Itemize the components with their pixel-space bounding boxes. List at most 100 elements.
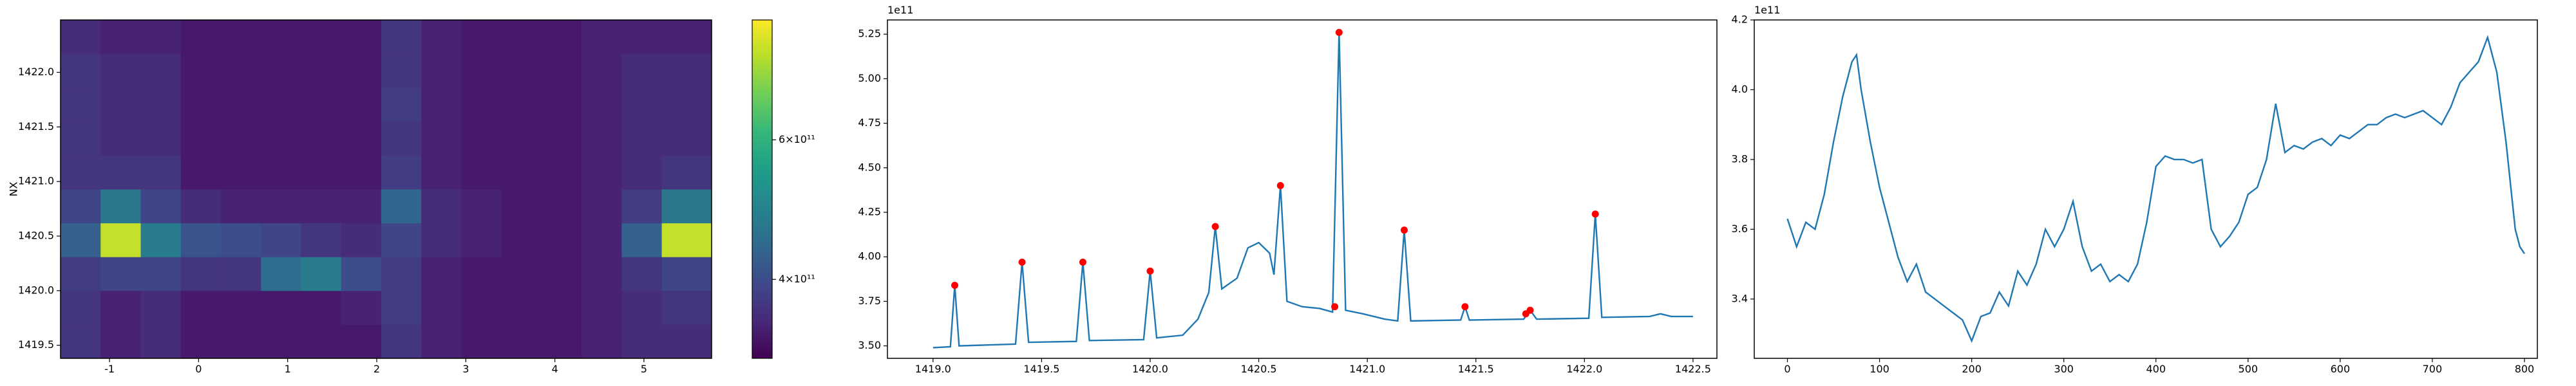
heatmap-cell — [341, 223, 382, 257]
peak-marker — [1079, 259, 1086, 266]
peak-marker — [951, 281, 959, 289]
heatmap-cell — [461, 53, 502, 88]
heatmap-cell — [261, 87, 301, 122]
x-tick-label: 600 — [2331, 363, 2351, 375]
x-tick-label: 0 — [1784, 363, 1790, 375]
colorbar-tick-label: 6×10¹¹ — [779, 133, 815, 145]
heatmap-cell — [621, 324, 663, 359]
x-tick-label: 1 — [285, 363, 291, 375]
heatmap-cell — [140, 53, 182, 88]
y-tick-label: 4.00 — [858, 250, 881, 262]
y-tick-label: 1421.0 — [18, 175, 54, 187]
heatmap-cell — [582, 257, 622, 291]
heatmap-cell — [381, 189, 422, 224]
x-tick-label: 4 — [551, 363, 558, 375]
heatmap-cell — [421, 324, 462, 359]
y-axis-label: NX — [8, 182, 20, 197]
heatmap-cell — [621, 53, 663, 88]
peak-marker — [1211, 223, 1219, 230]
heatmap-cell — [381, 257, 422, 291]
heatmap-cell — [501, 223, 542, 257]
heatmap-cell — [501, 53, 542, 88]
x-tick-label: 1422.0 — [1566, 363, 1602, 375]
heatmap-cell — [180, 324, 222, 359]
peak-marker — [1331, 303, 1339, 311]
heatmap-cell — [301, 189, 342, 224]
heatmap-cell — [61, 324, 101, 359]
x-tick-label: 1420.0 — [1132, 363, 1168, 375]
heatmap-cell — [421, 87, 462, 122]
heatmap-cell — [461, 121, 502, 156]
heatmap-cell — [381, 324, 422, 359]
heatmap-cell — [341, 290, 382, 325]
heatmap-cell — [140, 324, 182, 359]
heatmap-cell — [180, 121, 222, 156]
heatmap-cell — [140, 257, 182, 291]
y-tick-label: 4.50 — [858, 161, 881, 173]
heatmap-cell — [501, 257, 542, 291]
heatmap-cell — [220, 20, 261, 55]
heatmap-cell — [461, 223, 502, 257]
heatmap-cell — [220, 257, 261, 291]
x-tick-label: 100 — [1870, 363, 1889, 375]
heatmap-cell — [301, 155, 342, 190]
heatmap-cell — [661, 257, 712, 291]
colorbar-tick-label: 4×10¹¹ — [779, 273, 815, 285]
heatmap-cell — [100, 189, 141, 224]
x-tick-label: 200 — [1962, 363, 1982, 375]
heatmap-cell — [661, 121, 712, 156]
heatmap-cell — [661, 87, 712, 122]
heatmap-cell — [61, 87, 101, 122]
heatmap-cell — [501, 87, 542, 122]
x-tick-label: 300 — [2054, 363, 2074, 375]
heatmap-cell — [100, 223, 141, 257]
heatmap-cell — [180, 257, 222, 291]
heatmap-cell — [501, 121, 542, 156]
y-tick-label: 3.6 — [1732, 223, 1748, 235]
heatmap-cell — [140, 87, 182, 122]
heatmap-cell — [301, 324, 342, 359]
heatmap-cell — [341, 189, 382, 224]
heatmap-cell — [421, 290, 462, 325]
heatmap-cell — [301, 223, 342, 257]
heatmap-cell — [582, 290, 622, 325]
heatmap-cell — [621, 155, 663, 190]
x-tick-label: 800 — [2515, 363, 2535, 375]
y-tick-label: 1420.0 — [18, 284, 54, 296]
plot-background — [1754, 20, 2537, 358]
axes-frame — [60, 19, 712, 359]
heatmap-cell — [541, 121, 582, 156]
heatmap-cell — [61, 155, 101, 190]
heatmap-cell — [100, 87, 141, 122]
heatmap-cell — [541, 257, 582, 291]
heatmap-cell — [341, 324, 382, 359]
heatmap-cell — [381, 87, 422, 122]
heatmap-cell — [61, 20, 101, 55]
heatmap-cell — [501, 155, 542, 190]
heatmap-cell — [341, 53, 382, 88]
heatmap-cell — [140, 20, 182, 55]
heatmap-cell — [61, 121, 101, 156]
heatmap-cell — [461, 257, 502, 291]
y-tick-label: 1421.5 — [18, 120, 54, 133]
peak-marker — [1461, 303, 1469, 311]
heatmap-cell — [180, 223, 222, 257]
y-tick-label: 4.0 — [1732, 83, 1748, 95]
heatmap-cell — [301, 121, 342, 156]
heatmap-cell — [140, 155, 182, 190]
y-tick-label: 4.25 — [858, 205, 881, 217]
heatmap-cell — [582, 87, 622, 122]
heatmap-cell — [421, 189, 462, 224]
heatmap-cell — [261, 324, 301, 359]
heatmap-cell — [621, 257, 663, 291]
heatmap-cell — [621, 223, 663, 257]
heatmap-cell — [582, 155, 622, 190]
heatmap-cell — [180, 189, 222, 224]
heatmap-cell — [541, 20, 582, 55]
heatmap-cell — [61, 223, 101, 257]
heatmap-cell — [61, 53, 101, 88]
x-tick-label: 0 — [195, 363, 202, 375]
heatmap-cell — [341, 121, 382, 156]
x-tick-label: 3 — [462, 363, 469, 375]
